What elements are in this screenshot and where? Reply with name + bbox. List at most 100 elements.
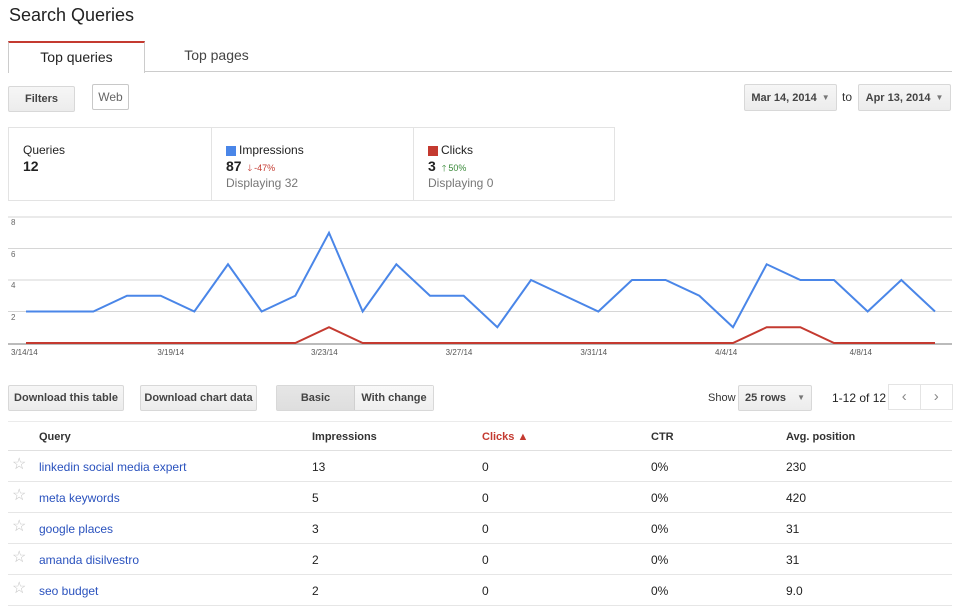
ctr-cell: 0% bbox=[651, 584, 669, 598]
summary-clicks[interactable]: Clicks 3 🡑 50% Displaying 0 bbox=[414, 128, 614, 200]
position-cell: 420 bbox=[786, 491, 807, 505]
end-date-value: Apr 13, 2014 bbox=[865, 92, 931, 104]
impressions-swatch-icon[interactable] bbox=[226, 145, 236, 156]
page-title: Search Queries bbox=[9, 5, 135, 25]
caret-down-icon: ▼ bbox=[821, 93, 830, 102]
summary-queries: Queries 12 bbox=[9, 128, 212, 200]
pagination-controls: ‹ › bbox=[888, 384, 953, 410]
filters-button[interactable]: Filters bbox=[8, 86, 75, 112]
table-header: Query Impressions Clicks ▲ CTR Avg. posi… bbox=[8, 421, 952, 451]
y-axis-tick: 2 bbox=[11, 312, 16, 322]
chart-canvas bbox=[8, 216, 952, 345]
star-icon[interactable]: ☆ bbox=[12, 518, 27, 535]
y-axis-tick: 8 bbox=[11, 218, 16, 227]
pagination-text: 1-12 of 12 bbox=[832, 391, 887, 405]
column-header-clicks[interactable]: Clicks ▲ bbox=[482, 431, 529, 443]
position-cell: 230 bbox=[786, 460, 807, 474]
clicks-cell: 0 bbox=[482, 584, 489, 598]
line-chart[interactable]: 8 6 4 2 3/14/14 3/19/14 3/23/14 3/27/14 3/31/14 4… bbox=[8, 212, 952, 362]
date-range-separator: to bbox=[842, 90, 853, 104]
tab-top-pages[interactable]: Top pages bbox=[184, 47, 249, 63]
column-header-query[interactable]: Query bbox=[39, 431, 71, 443]
tab-top-queries[interactable]: Top queries bbox=[8, 41, 145, 73]
query-link[interactable]: amanda disilvestro bbox=[39, 553, 140, 567]
y-axis-tick: 4 bbox=[11, 281, 16, 290]
download-chart-button[interactable]: Download chart data bbox=[140, 385, 257, 411]
with-change-view-button[interactable]: With change bbox=[355, 386, 433, 410]
position-cell: 9.0 bbox=[786, 584, 803, 598]
end-date-dropdown[interactable]: Apr 13, 2014 ▼ bbox=[858, 84, 951, 111]
star-icon[interactable]: ☆ bbox=[12, 549, 27, 566]
query-link[interactable]: google places bbox=[39, 522, 114, 536]
star-icon[interactable]: ☆ bbox=[12, 456, 27, 473]
y-axis-tick: 6 bbox=[11, 249, 16, 259]
impressions-cell: 13 bbox=[312, 460, 326, 474]
clicks-value: 3 bbox=[428, 158, 436, 174]
table-row: ☆ linkedin social media expert 13 0 0% 2… bbox=[8, 451, 952, 482]
basic-view-button[interactable]: Basic bbox=[277, 386, 355, 410]
query-link[interactable]: linkedin social media expert bbox=[39, 460, 187, 474]
x-axis-tick: 3/27/14 bbox=[445, 348, 473, 357]
ctr-cell: 0% bbox=[651, 491, 669, 505]
clicks-cell: 0 bbox=[482, 491, 489, 505]
rows-per-page-select[interactable]: 25 rows ▼ bbox=[738, 385, 812, 411]
queries-table: Query Impressions Clicks ▲ CTR Avg. posi… bbox=[8, 421, 952, 606]
arrow-up-icon: 🡑 bbox=[441, 163, 447, 173]
x-axis-tick: 3/14/14 bbox=[11, 348, 38, 357]
impressions-cell: 3 bbox=[312, 522, 319, 536]
queries-label: Queries bbox=[23, 143, 66, 157]
clicks-swatch-icon[interactable] bbox=[428, 145, 438, 156]
table-row: ☆ seo budget 2 0 0% 9.0 bbox=[8, 575, 952, 606]
impressions-cell: 2 bbox=[312, 553, 319, 567]
caret-down-icon: ▼ bbox=[797, 393, 805, 402]
chevron-left-icon[interactable]: ‹ bbox=[889, 385, 921, 409]
table-row: ☆ google places 3 0 0% 31 bbox=[8, 513, 952, 544]
chevron-right-icon[interactable]: › bbox=[933, 388, 939, 405]
column-header-ctr[interactable]: CTR bbox=[651, 431, 674, 443]
clicks-cell: 0 bbox=[482, 522, 489, 536]
query-link[interactable]: seo budget bbox=[39, 584, 99, 598]
web-filter-chip[interactable]: Web bbox=[92, 84, 129, 110]
start-date-value: Mar 14, 2014 bbox=[751, 92, 817, 104]
rows-value: 25 rows bbox=[745, 392, 786, 404]
x-axis-tick: 3/31/14 bbox=[580, 348, 608, 357]
clicks-cell: 0 bbox=[482, 460, 489, 474]
impressions-delta: -47% bbox=[254, 163, 276, 173]
impressions-label: Impressions bbox=[239, 143, 304, 157]
position-cell: 31 bbox=[786, 553, 800, 567]
impressions-displaying: Displaying 32 bbox=[226, 176, 299, 190]
clicks-cell: 0 bbox=[482, 553, 489, 567]
summary-impressions[interactable]: Impressions 87 🡓 -47% Displaying 32 bbox=[212, 128, 414, 200]
clicks-delta: 50% bbox=[448, 163, 467, 173]
tab-bar: Top queries Top pages bbox=[8, 41, 952, 73]
summary-panel: Queries 12 Impressions 87 🡓 -47% Displayi… bbox=[8, 127, 615, 201]
queries-value: 12 bbox=[23, 158, 39, 174]
ctr-cell: 0% bbox=[651, 460, 669, 474]
clicks-line bbox=[26, 326, 935, 344]
star-icon[interactable]: ☆ bbox=[12, 580, 27, 597]
x-axis-tick: 3/23/14 bbox=[311, 348, 338, 357]
table-row: ☆ amanda disilvestro 2 0 0% 31 bbox=[8, 544, 952, 575]
table-body: ☆ linkedin social media expert 13 0 0% 2… bbox=[8, 451, 952, 606]
impressions-cell: 2 bbox=[312, 584, 319, 598]
clicks-displaying: Displaying 0 bbox=[428, 176, 494, 190]
ctr-cell: 0% bbox=[651, 522, 669, 536]
x-axis-tick: 3/19/14 bbox=[157, 348, 185, 357]
impressions-cell: 5 bbox=[312, 491, 319, 505]
column-header-impressions[interactable]: Impressions bbox=[312, 431, 377, 443]
x-axis-tick: 4/8/14 bbox=[849, 348, 872, 357]
x-axis-tick: 4/4/14 bbox=[715, 348, 738, 357]
star-icon[interactable]: ☆ bbox=[12, 487, 27, 504]
impressions-line bbox=[26, 230, 936, 329]
caret-down-icon: ▼ bbox=[935, 93, 944, 102]
view-toggle: Basic With change bbox=[276, 385, 434, 411]
table-row: ☆ meta keywords 5 0 0% 420 bbox=[8, 482, 952, 513]
download-table-button[interactable]: Download this table bbox=[8, 385, 124, 411]
ctr-cell: 0% bbox=[651, 553, 669, 567]
start-date-dropdown[interactable]: Mar 14, 2014 ▼ bbox=[744, 84, 837, 111]
impressions-value: 87 bbox=[226, 158, 242, 174]
arrow-down-icon: 🡓 bbox=[247, 163, 253, 173]
position-cell: 31 bbox=[786, 522, 800, 536]
column-header-position[interactable]: Avg. position bbox=[786, 431, 856, 443]
query-link[interactable]: meta keywords bbox=[39, 491, 120, 505]
